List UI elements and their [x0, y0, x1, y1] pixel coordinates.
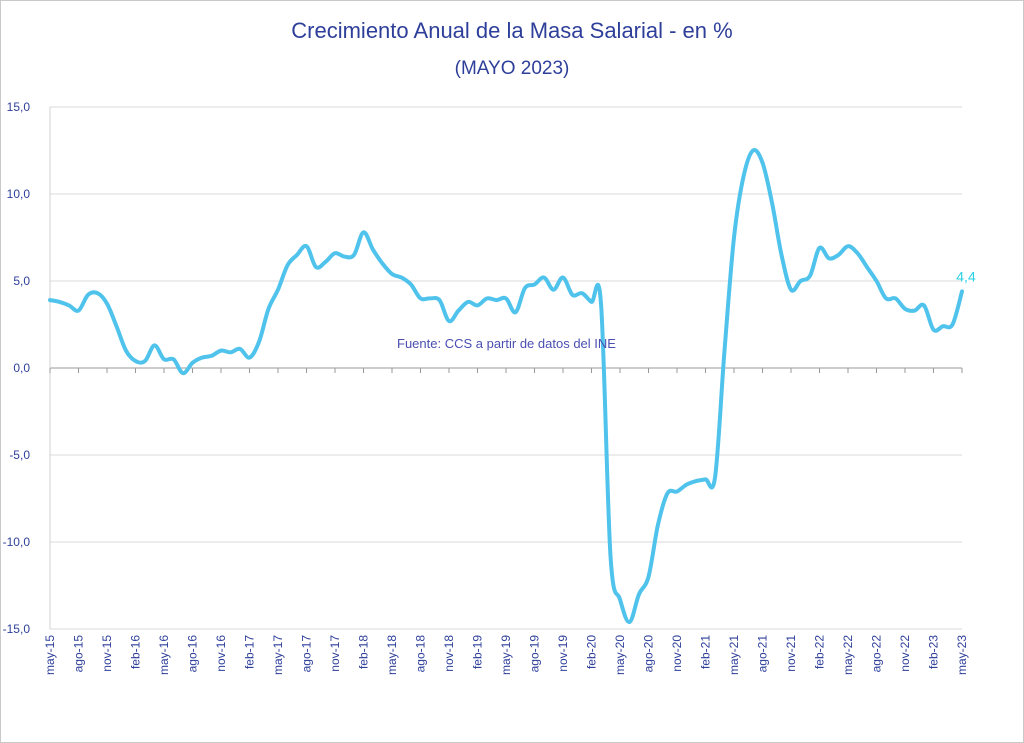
- x-tick-label: ago-18: [414, 635, 428, 673]
- y-tick-label: -5,0: [9, 448, 30, 462]
- y-tick-label: 10,0: [7, 187, 31, 201]
- x-tick-label: nov-20: [670, 635, 684, 672]
- x-tick-label: ago-19: [528, 635, 542, 673]
- source-note: Fuente: CCS a partir de datos del INE: [397, 336, 616, 351]
- x-tick-label: ago-22: [870, 635, 884, 673]
- y-tick-label: -10,0: [3, 535, 31, 549]
- x-tick-label: ago-16: [186, 635, 200, 673]
- x-tick-label: may-20: [613, 635, 627, 675]
- x-tick-label: nov-15: [100, 635, 114, 672]
- x-tick-label: feb-17: [243, 635, 257, 669]
- x-tick-label: may-17: [271, 635, 285, 675]
- chart-subtitle: (MAYO 2023): [454, 58, 570, 79]
- y-axis: 15,0 10,0 5,0 0,0 -5,0 -10,0 -15,0: [3, 100, 31, 636]
- x-tick-label: feb-16: [129, 635, 143, 669]
- x-tick-label: feb-22: [813, 635, 827, 669]
- x-tick-label: nov-16: [214, 635, 228, 672]
- x-tick-label: nov-19: [556, 635, 570, 672]
- x-tick-label: feb-18: [357, 635, 371, 669]
- y-tick-label: 0,0: [13, 361, 30, 375]
- x-tick-label: ago-21: [756, 635, 770, 673]
- x-tick-label: may-21: [727, 635, 741, 675]
- x-tick-label: may-22: [841, 635, 855, 675]
- x-tick-label: may-15: [43, 635, 57, 675]
- x-tick-label: feb-20: [585, 635, 599, 669]
- chart-title: Crecimiento Anual de la Masa Salarial - …: [291, 18, 733, 43]
- x-tick-label: nov-18: [442, 635, 456, 672]
- x-tick-label: nov-17: [328, 635, 342, 672]
- x-tick-label: nov-21: [784, 635, 798, 672]
- x-tick-label: ago-20: [642, 635, 656, 673]
- x-tick-label: may-18: [385, 635, 399, 675]
- x-tick-label: feb-19: [471, 635, 485, 669]
- x-tick-label: may-16: [157, 635, 171, 675]
- x-tick-label: ago-15: [72, 635, 86, 673]
- x-tick-label: ago-17: [300, 635, 314, 673]
- x-tick-label: may-23: [955, 635, 969, 675]
- last-value-label: 4,4: [956, 268, 976, 284]
- x-tick-label: nov-22: [898, 635, 912, 672]
- series-line: [48, 148, 964, 624]
- x-tick-label: feb-21: [699, 635, 713, 669]
- y-tick-label: -15,0: [3, 622, 31, 636]
- x-tick-label: feb-23: [927, 635, 941, 669]
- x-axis: may-15 ago-15 nov-15 feb-16 may-16 ago-16 nov-…: [43, 368, 969, 675]
- y-tick-label: 5,0: [13, 274, 30, 288]
- y-tick-label: 15,0: [7, 100, 31, 114]
- x-tick-label: may-19: [499, 635, 513, 675]
